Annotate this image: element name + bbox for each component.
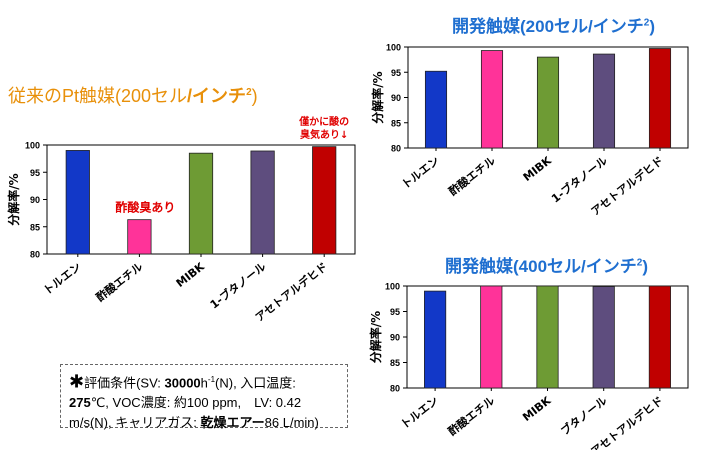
bar <box>536 56 560 149</box>
y-tick-label: 95 <box>391 68 401 78</box>
note-text: 86 L/min) <box>264 415 319 431</box>
x-category-label: 酢酸エチル <box>93 259 145 304</box>
chart-title-dev200: 開発触媒(200セル/インチ2) <box>452 12 655 37</box>
note-text: 評価条件(SV: <box>84 375 165 391</box>
y-tick-label: 80 <box>391 144 401 154</box>
x-category-label: ブタノール <box>558 393 610 438</box>
bar <box>480 285 503 389</box>
y-tick-label: 90 <box>391 93 401 103</box>
x-category-label: MIBK <box>174 260 208 290</box>
y-tick-label: 100 <box>386 43 401 53</box>
x-category-label: MIBK <box>520 394 554 424</box>
bar <box>648 48 672 149</box>
bar <box>648 285 671 389</box>
bar <box>65 150 90 255</box>
annotation-label: 臭気あり↓ <box>300 128 348 141</box>
title-close: ) <box>251 86 258 106</box>
x-category-label: 1-ブタノール <box>207 259 268 311</box>
note-temp-value: 275 <box>69 395 91 411</box>
title-sup: 2 <box>636 257 643 269</box>
x-category-label: 酢酸エチル <box>446 153 498 198</box>
title-bold: /インチ <box>187 86 247 106</box>
evaluation-conditions-note: ✱評価条件(SV: 30000h-1(N), 入口温度: 275℃, VOC濃度… <box>60 364 348 431</box>
bar <box>312 146 337 255</box>
bar <box>592 53 616 149</box>
bar <box>188 152 214 255</box>
annotation-label: 酢酸臭あり <box>115 200 175 215</box>
title-sup: 2 <box>643 17 650 29</box>
y-tick-label: 90 <box>30 195 40 205</box>
title-main: 開発触媒(400セル/インチ <box>445 257 637 276</box>
y-axis-label: 分解率/% <box>368 311 383 363</box>
bar <box>592 286 615 389</box>
y-tick-label: 80 <box>30 250 40 260</box>
asterisk-icon: ✱ <box>69 371 85 392</box>
title-close: ) <box>649 17 655 36</box>
y-axis-label: 分解率/% <box>370 71 385 123</box>
bar <box>480 50 504 149</box>
y-tick-label: 85 <box>391 118 401 128</box>
note-sv-unit: h <box>200 375 208 391</box>
note-text: (N), 入口温度: <box>215 375 296 391</box>
title-main: 従来のPt触媒(200セル <box>8 86 188 106</box>
y-tick-label: 80 <box>390 384 400 394</box>
y-tick-label: 85 <box>390 358 400 368</box>
chart-title-dev400: 開発触媒(400セル/インチ2) <box>445 252 648 277</box>
note-text: ℃, VOC濃度: 約100 ppm, LV: 0.42 m/s(N), キャリ… <box>69 395 302 431</box>
x-category-label: トルエン <box>398 394 441 431</box>
title-main: 開発触媒(200セル/インチ <box>452 17 644 36</box>
y-tick-label: 100 <box>385 282 400 292</box>
bar <box>424 70 448 149</box>
note-sv-unit-sup: -1 <box>207 375 216 384</box>
y-axis-label: 分解率/% <box>6 173 21 225</box>
title-close: ) <box>642 257 648 276</box>
title-sup: 2 <box>246 87 252 98</box>
y-tick-label: 100 <box>25 141 40 151</box>
x-category-label: トルエン <box>399 154 442 191</box>
bar <box>536 285 559 389</box>
y-tick-label: 95 <box>390 307 400 317</box>
note-sv-value: 30000 <box>164 375 201 391</box>
bar <box>127 219 152 255</box>
y-tick-label: 90 <box>390 333 400 343</box>
x-category-label: 酢酸エチル <box>445 393 497 438</box>
y-tick-label: 85 <box>30 222 40 232</box>
x-category-label: MIBK <box>521 154 555 184</box>
note-gas-value: 乾燥エアー <box>200 415 265 431</box>
chart-title-conventional: 従来のPt触媒(200セル/インチ2) <box>8 82 258 108</box>
x-category-label: トルエン <box>41 260 84 297</box>
bar <box>424 290 447 389</box>
y-tick-label: 95 <box>30 168 40 178</box>
annotation-label: 僅かに酸の <box>298 115 349 128</box>
bar <box>250 150 275 255</box>
